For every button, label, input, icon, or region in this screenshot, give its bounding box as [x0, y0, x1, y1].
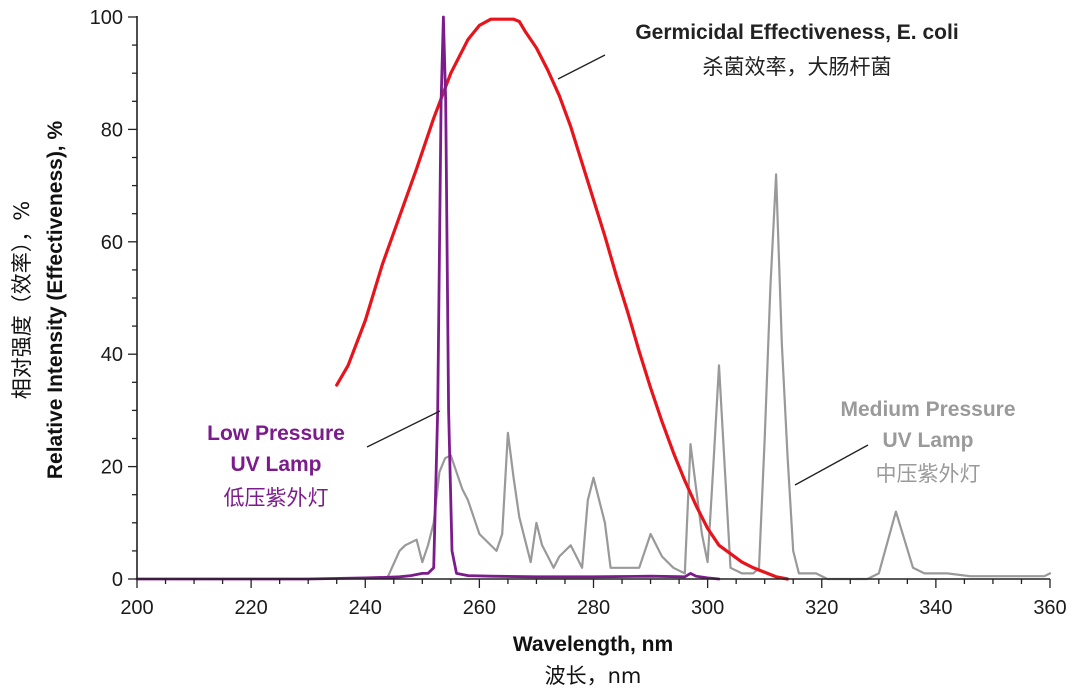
- x-tick-label: 300: [691, 597, 724, 619]
- x-tick-label: 280: [577, 597, 610, 619]
- germicidal-label: Germicidal Effectiveness, E. coli: [635, 21, 958, 44]
- x-tick-label: 320: [805, 597, 838, 619]
- x-axis-title-cn: 波长，nm: [545, 664, 642, 688]
- y-tick-label: 100: [90, 7, 123, 29]
- germicidal-label-cn: 杀菌效率，大肠杆菌: [703, 55, 892, 79]
- x-tick-label: 260: [463, 597, 496, 619]
- low-pressure-label-line1: Low Pressure: [207, 422, 345, 445]
- y-tick-label: 0: [112, 569, 123, 591]
- x-tick-label: 360: [1033, 597, 1066, 619]
- x-tick-label: 220: [234, 597, 267, 619]
- x-tick-label: 340: [919, 597, 952, 619]
- x-tick-label: 200: [120, 597, 153, 619]
- medium-pressure-label-line1: Medium Pressure: [840, 398, 1015, 421]
- low-pressure-label-line2: UV Lamp: [230, 453, 321, 476]
- medium-pressure-label-line2: UV Lamp: [882, 429, 973, 452]
- low-pressure-leader-line: [366, 410, 441, 448]
- y-tick-label: 60: [101, 232, 123, 254]
- y-axis-title-cn: 相对强度（效率），%: [10, 201, 34, 399]
- low-pressure-label-cn: 低压紫外灯: [224, 486, 329, 510]
- y-tick-label: 40: [101, 344, 123, 366]
- low-pressure-lamp-line: [135, 15, 721, 581]
- germicidal-leader-line: [557, 54, 606, 80]
- y-tick-label: 80: [101, 119, 123, 141]
- medium-pressure-label-cn: 中压紫外灯: [876, 462, 981, 486]
- y-axis-title: Relative Intensity (Effectiveness), %: [44, 121, 67, 480]
- ticks: 200 220 240 260 280 300 320 340 360 0 20 40 60 80 100: [90, 7, 1067, 619]
- medium-pressure-lamp-line: [387, 173, 1052, 581]
- x-tick-label: 240: [349, 597, 382, 619]
- y-tick-label: 20: [101, 457, 123, 479]
- medium-pressure-leader-line: [794, 444, 869, 486]
- x-axis-title: Wavelength, nm: [513, 633, 673, 656]
- germicidal-effectiveness-line: [335, 17, 790, 581]
